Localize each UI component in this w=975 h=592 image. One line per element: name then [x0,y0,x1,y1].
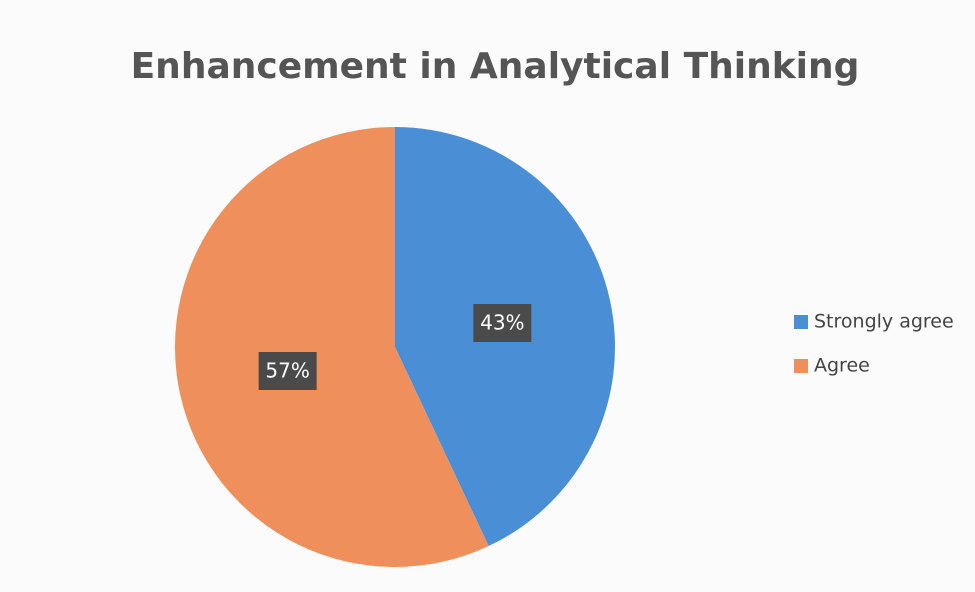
legend-swatch [794,315,808,329]
data-label-box [258,351,317,390]
legend-label: Strongly agree [814,311,954,333]
data-label-box [473,304,532,343]
data-label: 43% [480,311,524,335]
data-label: 57% [265,358,309,382]
chart-title: Enhancement in Analytical Thinking [131,46,860,87]
legend-label: Agree [814,355,870,377]
legend-swatch [794,359,808,373]
pie-slice [174,126,489,568]
